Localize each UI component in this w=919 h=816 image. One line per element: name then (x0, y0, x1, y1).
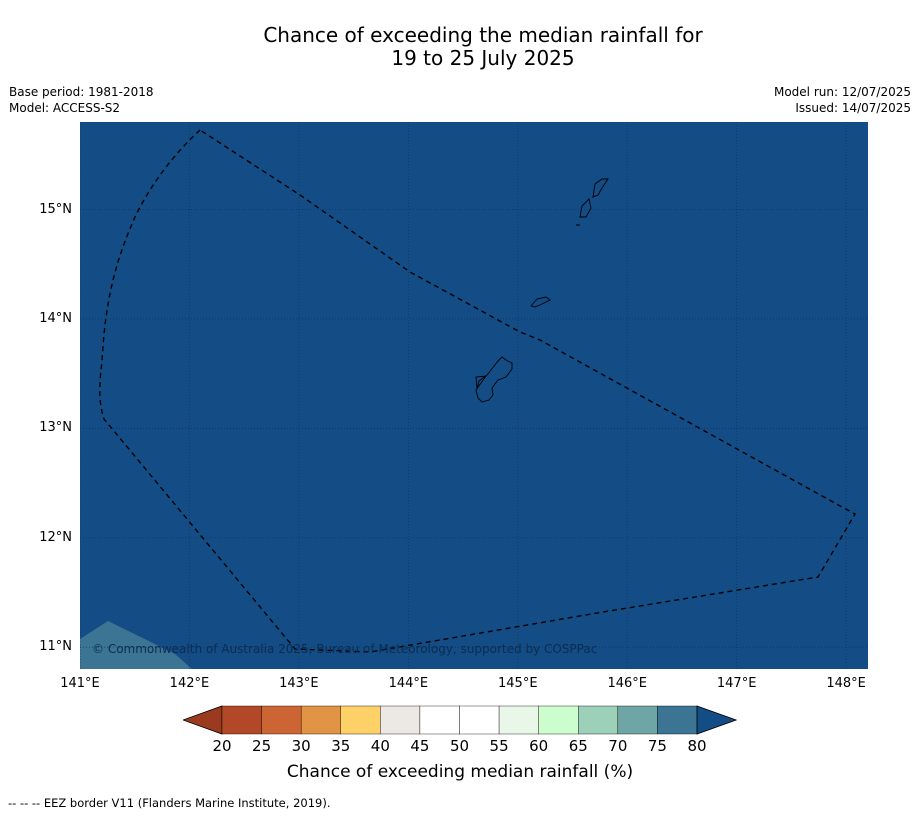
colorbar-bin (459, 705, 500, 735)
latitude-tick-label: 12°N (39, 529, 72, 545)
colorbar-bin (617, 705, 658, 735)
colorbar-bin (221, 705, 262, 735)
colorbar-tick-label: 20 (212, 737, 232, 755)
colorbar-tick-label: 35 (331, 737, 351, 755)
tinian-saipan-coastline (576, 178, 609, 226)
colorbar-tick-label: 55 (489, 737, 509, 755)
base-period-text: Base period: 1981-2018 (9, 85, 154, 99)
colorbar-bins (221, 705, 698, 735)
colorbar-title: Chance of exceeding median rainfall (%) (286, 762, 634, 782)
colorbar-tick-label: 30 (291, 737, 311, 755)
colorbar-bin (300, 705, 341, 735)
map-canvas (80, 122, 868, 669)
colorbar-tick-label: 25 (252, 737, 272, 755)
map-panel (80, 122, 868, 669)
colorbar-tick-label: 50 (449, 737, 470, 755)
colorbar-bin (498, 705, 539, 735)
eez-border-footnote: -- -- -- EEZ border V11 (Flanders Marine… (8, 796, 331, 810)
model-run-text: Model run: 12/07/2025 (773, 85, 911, 99)
copyright-text: © Commonwealth of Australia 2025, Bureau… (92, 642, 598, 656)
map-title-line-1: Chance of exceeding the median rainfall … (263, 23, 703, 47)
map-title-line-2: 19 to 25 July 2025 (391, 46, 575, 70)
colorbar-bin (261, 705, 302, 735)
gridlines (80, 122, 868, 669)
longitude-tick-label: 146°E (607, 676, 647, 691)
colorbar-bin (657, 705, 698, 735)
longitude-tick-label: 147°E (716, 676, 757, 691)
guam-coastline (475, 356, 513, 403)
latitude-tick-label: 11°N (39, 639, 72, 655)
colorbar-tick-label: 65 (568, 737, 588, 755)
colorbar-bin (538, 705, 579, 735)
colorbar-bin (340, 705, 381, 735)
southwest-probability-patch (80, 621, 192, 669)
longitude-tick-label: 143°E (279, 676, 319, 691)
colorbar-under-extension (183, 705, 223, 735)
colorbar-bin (380, 705, 421, 735)
colorbar-tick-label: 45 (410, 737, 430, 755)
rota-coastline (530, 296, 551, 308)
colorbar-tick-label: 70 (608, 737, 628, 755)
issued-date-text: Issued: 14/07/2025 (795, 101, 911, 115)
longitude-tick-label: 142°E (169, 676, 210, 691)
latitude-tick-label: 13°N (39, 420, 72, 436)
longitude-tick-label: 145°E (498, 676, 538, 691)
latitude-tick-label: 15°N (39, 201, 72, 217)
longitude-tick-label: 148°E (826, 676, 866, 691)
colorbar-tick-label: 75 (647, 737, 667, 755)
eez-border (99, 129, 856, 653)
colorbar-over-extension (696, 705, 737, 735)
colorbar-bin (419, 705, 460, 735)
ocean-fill (80, 122, 868, 669)
latitude-tick-label: 14°N (39, 310, 72, 326)
colorbar-tick-label: 40 (370, 737, 390, 755)
colorbar (183, 705, 737, 735)
longitude-tick-label: 144°E (388, 676, 429, 691)
colorbar-tick-label: 80 (687, 737, 707, 755)
longitude-tick-label: 141°E (60, 676, 100, 691)
model-text: Model: ACCESS-S2 (9, 101, 121, 115)
colorbar-tick-label: 60 (529, 737, 549, 755)
colorbar-bin (578, 705, 619, 735)
